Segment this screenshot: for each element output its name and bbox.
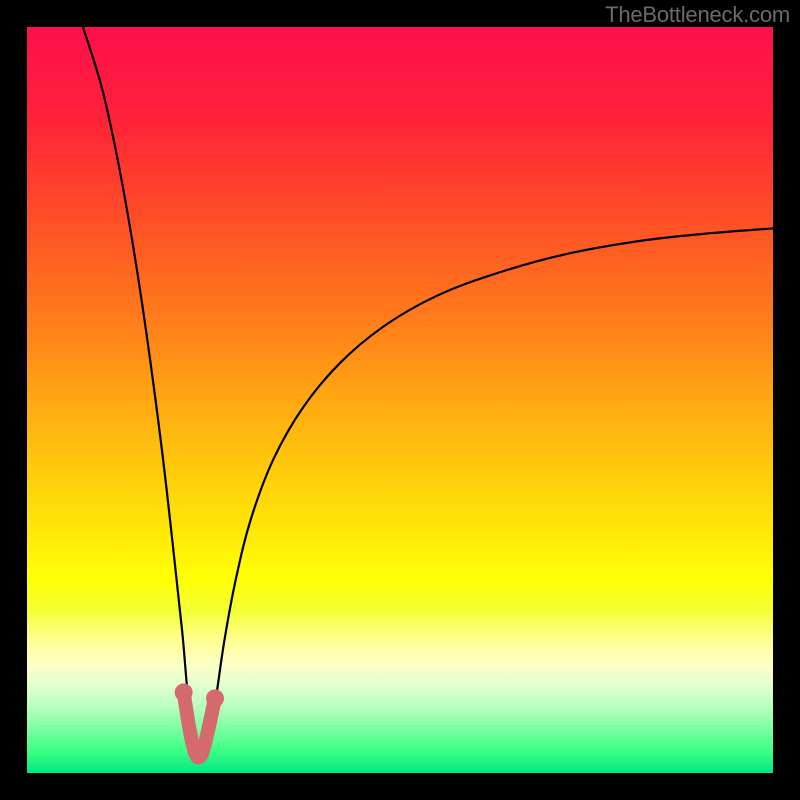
plot-area (27, 27, 773, 773)
optimal-range-endpoint (175, 683, 193, 701)
bottleneck-chart (0, 0, 800, 800)
watermark-text: TheBottleneck.com (605, 2, 790, 28)
chart-container: TheBottleneck.com (0, 0, 800, 800)
optimal-range-endpoint (206, 689, 224, 707)
